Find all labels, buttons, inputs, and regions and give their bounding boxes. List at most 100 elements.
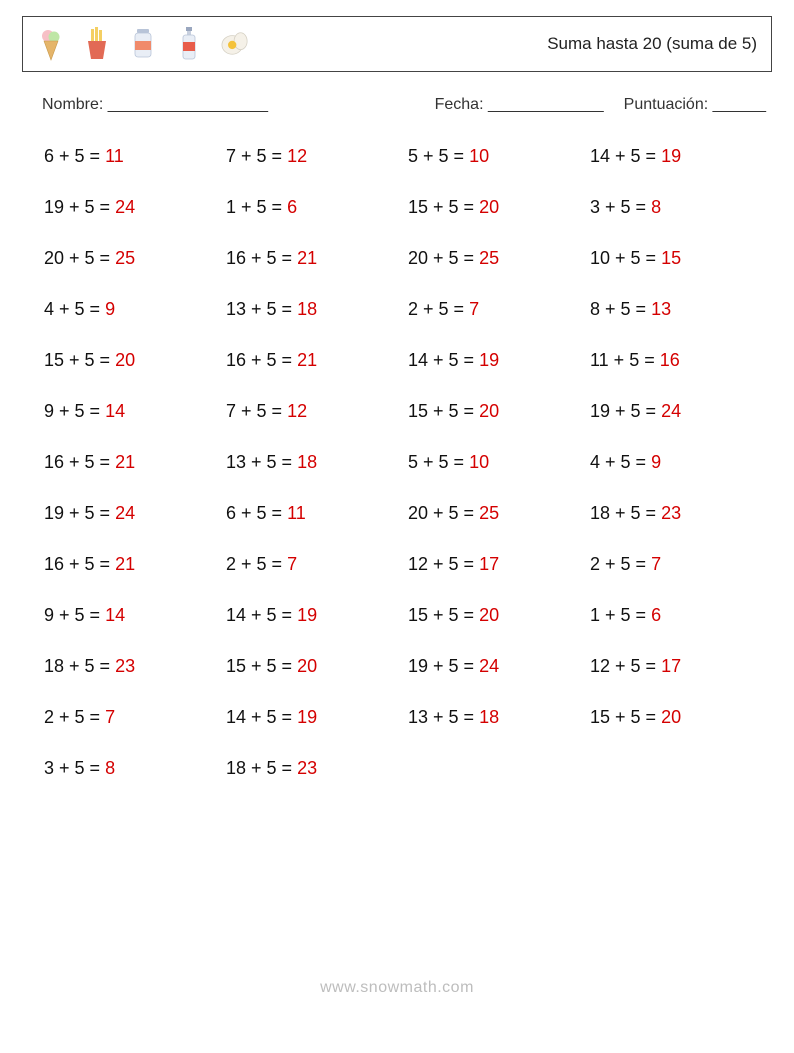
problem-answer: 20 xyxy=(297,656,317,676)
problem-expression: 3 + 5 = xyxy=(590,197,651,217)
problem-expression: 4 + 5 = xyxy=(44,299,105,319)
problem-expression: 12 + 5 = xyxy=(408,554,479,574)
problem-answer: 9 xyxy=(651,452,661,472)
problem-answer: 8 xyxy=(105,758,115,778)
problem-cell: 16 + 5 = 21 xyxy=(226,248,408,269)
problem-cell: 14 + 5 = 19 xyxy=(408,350,590,371)
problem-cell: 1 + 5 = 6 xyxy=(226,197,408,218)
problem-answer: 20 xyxy=(479,605,499,625)
problem-answer: 7 xyxy=(469,299,479,319)
problem-cell: 4 + 5 = 9 xyxy=(590,452,772,473)
name-field: Nombre: __________________ xyxy=(22,96,268,114)
problem-answer: 13 xyxy=(651,299,671,319)
problem-expression: 4 + 5 = xyxy=(590,452,651,472)
problem-cell: 7 + 5 = 12 xyxy=(226,401,408,422)
problem-cell: 20 + 5 = 25 xyxy=(408,248,590,269)
problem-answer: 21 xyxy=(297,350,317,370)
problem-expression: 15 + 5 = xyxy=(408,401,479,421)
problem-expression: 19 + 5 = xyxy=(408,656,479,676)
problem-cell: 3 + 5 = 8 xyxy=(44,758,226,779)
problem-expression: 20 + 5 = xyxy=(408,503,479,523)
problem-expression: 16 + 5 = xyxy=(226,350,297,370)
problem-cell: 15 + 5 = 20 xyxy=(590,707,772,728)
jar-icon xyxy=(129,26,157,62)
problem-answer: 20 xyxy=(479,197,499,217)
problem-expression: 12 + 5 = xyxy=(590,656,661,676)
problem-answer: 17 xyxy=(479,554,499,574)
problem-answer: 7 xyxy=(105,707,115,727)
problem-expression: 5 + 5 = xyxy=(408,146,469,166)
problem-cell: 14 + 5 = 19 xyxy=(590,146,772,167)
bottle-icon xyxy=(175,26,203,62)
problem-answer: 8 xyxy=(651,197,661,217)
problem-answer: 24 xyxy=(115,503,135,523)
problem-answer: 20 xyxy=(479,401,499,421)
problem-expression: 16 + 5 = xyxy=(44,554,115,574)
problem-expression: 14 + 5 = xyxy=(590,146,661,166)
problem-cell: 4 + 5 = 9 xyxy=(44,299,226,320)
header-icons xyxy=(37,26,249,62)
problem-expression: 16 + 5 = xyxy=(44,452,115,472)
problem-expression: 20 + 5 = xyxy=(44,248,115,268)
problem-answer: 11 xyxy=(105,146,124,166)
problem-answer: 25 xyxy=(115,248,135,268)
problem-cell: 6 + 5 = 11 xyxy=(226,503,408,524)
problem-cell: 15 + 5 = 20 xyxy=(408,401,590,422)
problem-expression: 8 + 5 = xyxy=(590,299,651,319)
problem-cell: 11 + 5 = 16 xyxy=(590,350,772,371)
problem-expression: 11 + 5 = xyxy=(590,350,660,370)
problem-answer: 6 xyxy=(287,197,297,217)
problem-cell: 8 + 5 = 13 xyxy=(590,299,772,320)
problem-expression: 9 + 5 = xyxy=(44,605,105,625)
problem-cell: 1 + 5 = 6 xyxy=(590,605,772,626)
problem-cell: 10 + 5 = 15 xyxy=(590,248,772,269)
problem-answer: 19 xyxy=(479,350,499,370)
icecream-icon xyxy=(37,26,65,62)
problem-answer: 25 xyxy=(479,503,499,523)
problem-expression: 15 + 5 = xyxy=(408,605,479,625)
problem-cell: 15 + 5 = 20 xyxy=(226,656,408,677)
problem-expression: 2 + 5 = xyxy=(408,299,469,319)
meta-row: Nombre: __________________ Fecha: ______… xyxy=(22,96,772,114)
worksheet-title: Suma hasta 20 (suma de 5) xyxy=(547,34,757,54)
problem-answer: 10 xyxy=(469,146,489,166)
problem-answer: 19 xyxy=(297,605,317,625)
date-field: Fecha: _____________ xyxy=(435,96,604,114)
problem-cell: 20 + 5 = 25 xyxy=(408,503,590,524)
problem-answer: 24 xyxy=(479,656,499,676)
problem-cell: 2 + 5 = 7 xyxy=(590,554,772,575)
problem-cell: 9 + 5 = 14 xyxy=(44,605,226,626)
problem-answer: 19 xyxy=(661,146,681,166)
problem-expression: 20 + 5 = xyxy=(408,248,479,268)
problem-expression: 10 + 5 = xyxy=(590,248,661,268)
problem-answer: 21 xyxy=(297,248,317,268)
problem-cell: 15 + 5 = 20 xyxy=(408,605,590,626)
problem-expression: 7 + 5 = xyxy=(226,401,287,421)
problem-cell: 15 + 5 = 20 xyxy=(408,197,590,218)
problem-cell: 18 + 5 = 23 xyxy=(590,503,772,524)
problem-expression: 13 + 5 = xyxy=(408,707,479,727)
problem-expression: 9 + 5 = xyxy=(44,401,105,421)
problem-cell: 2 + 5 = 7 xyxy=(226,554,408,575)
problem-answer: 18 xyxy=(297,452,317,472)
problem-cell: 5 + 5 = 10 xyxy=(408,452,590,473)
problem-expression: 19 + 5 = xyxy=(590,401,661,421)
problem-expression: 15 + 5 = xyxy=(408,197,479,217)
problem-answer: 14 xyxy=(105,605,125,625)
score-field: Puntuación: ______ xyxy=(624,96,766,114)
problem-cell: 16 + 5 = 21 xyxy=(44,554,226,575)
problem-answer: 17 xyxy=(661,656,681,676)
problem-expression: 5 + 5 = xyxy=(408,452,469,472)
problem-cell: 19 + 5 = 24 xyxy=(590,401,772,422)
problem-expression: 15 + 5 = xyxy=(44,350,115,370)
problem-answer: 24 xyxy=(115,197,135,217)
problem-answer: 16 xyxy=(660,350,680,370)
problem-cell: 12 + 5 = 17 xyxy=(408,554,590,575)
problem-expression: 1 + 5 = xyxy=(226,197,287,217)
problem-expression: 14 + 5 = xyxy=(226,707,297,727)
problem-expression: 1 + 5 = xyxy=(590,605,651,625)
problem-cell: 16 + 5 = 21 xyxy=(226,350,408,371)
problem-answer: 15 xyxy=(661,248,681,268)
problem-cell: 16 + 5 = 21 xyxy=(44,452,226,473)
problem-expression: 18 + 5 = xyxy=(226,758,297,778)
